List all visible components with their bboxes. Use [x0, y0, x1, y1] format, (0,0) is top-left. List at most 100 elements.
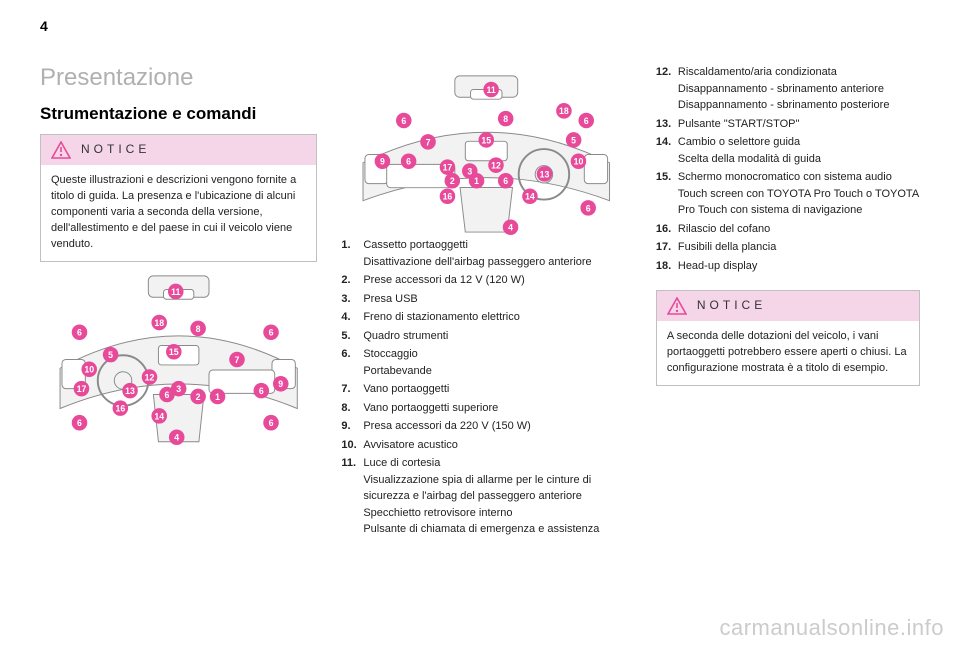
column-3: 12.Riscaldamento/aria condizionataDisapp…: [656, 64, 920, 540]
legend-text: Head-up display: [678, 258, 920, 275]
legend-text: Schermo monocromatico con sistema audioT…: [678, 169, 920, 219]
svg-text:15: 15: [482, 135, 492, 145]
section-subtitle: Strumentazione e comandi: [40, 104, 317, 124]
legend-text: Vano portaoggetti superiore: [363, 400, 632, 417]
svg-text:16: 16: [115, 403, 125, 413]
notice-header: NOTICE: [41, 135, 316, 165]
legend-item: 17.Fusibili della plancia: [656, 239, 920, 256]
legend-text: Presa accessori da 220 V (150 W): [363, 418, 632, 435]
legend-text: Vano portaoggetti: [363, 381, 632, 398]
svg-text:13: 13: [125, 386, 135, 396]
legend-list-a: 1.Cassetto portaoggettiDisattivazione de…: [341, 237, 632, 538]
section-title: Presentazione: [40, 64, 317, 92]
legend-number: 15.: [656, 169, 678, 219]
svg-text:6: 6: [402, 116, 407, 126]
column-2: 1168186715596173122161310161464 1.Casset…: [341, 64, 632, 540]
legend-number: 2.: [341, 272, 363, 289]
svg-text:16: 16: [443, 192, 453, 202]
columns: Presentazione Strumentazione e comandi N…: [40, 64, 920, 540]
legend-text: Fusibili della plancia: [678, 239, 920, 256]
legend-number: 3.: [341, 291, 363, 308]
legend-number: 4.: [341, 309, 363, 326]
notice-body: Queste illustrazioni e descrizioni vengo…: [41, 165, 316, 261]
legend-text: StoccaggioPortabevande: [363, 346, 632, 379]
legend-text: Cambio o selettore guidaScelta della mod…: [678, 134, 920, 167]
svg-text:5: 5: [108, 350, 113, 360]
svg-text:11: 11: [487, 85, 496, 95]
legend-item: 13.Pulsante "START/STOP": [656, 116, 920, 133]
notice-box-2: NOTICE A seconda delle dotazioni del vei…: [656, 290, 920, 386]
svg-text:6: 6: [269, 327, 274, 337]
legend-item: 4.Freno di stazionamento elettrico: [341, 309, 632, 326]
legend-item: 2.Prese accessori da 12 V (120 W): [341, 272, 632, 289]
legend-item: 8.Vano portaoggetti superiore: [341, 400, 632, 417]
svg-text:1: 1: [215, 392, 220, 402]
legend-number: 10.: [341, 437, 363, 454]
legend-number: 7.: [341, 381, 363, 398]
svg-text:4: 4: [508, 223, 513, 233]
warning-icon: [51, 141, 71, 159]
notice-body: A seconda delle dotazioni del veicolo, i…: [657, 321, 919, 385]
svg-text:17: 17: [443, 163, 453, 173]
svg-text:1: 1: [474, 176, 479, 186]
legend-item: 9.Presa accessori da 220 V (150 W): [341, 418, 632, 435]
svg-text:6: 6: [407, 157, 412, 167]
legend-item: 5.Quadro strumenti: [341, 328, 632, 345]
svg-text:6: 6: [584, 116, 589, 126]
svg-text:6: 6: [165, 390, 170, 400]
warning-icon: [667, 297, 687, 315]
svg-text:5: 5: [572, 135, 577, 145]
svg-text:6: 6: [504, 176, 509, 186]
dashboard-diagram-a: 11186865151071217133216691614664: [40, 272, 317, 447]
svg-text:10: 10: [574, 157, 584, 167]
svg-text:15: 15: [169, 347, 179, 357]
legend-number: 1.: [341, 237, 363, 270]
svg-text:14: 14: [154, 411, 164, 421]
legend-text: Quadro strumenti: [363, 328, 632, 345]
legend-text: Prese accessori da 12 V (120 W): [363, 272, 632, 289]
notice-header: NOTICE: [657, 291, 919, 321]
legend-text: Avvisatore acustico: [363, 437, 632, 454]
svg-text:11: 11: [171, 287, 180, 297]
legend-item: 16.Rilascio del cofano: [656, 221, 920, 238]
legend-item: 18.Head-up display: [656, 258, 920, 275]
legend-number: 6.: [341, 346, 363, 379]
svg-text:3: 3: [176, 384, 181, 394]
legend-item: 11.Luce di cortesiaVisualizzazione spia …: [341, 455, 632, 538]
legend-text: Presa USB: [363, 291, 632, 308]
legend-number: 12.: [656, 64, 678, 114]
svg-text:6: 6: [77, 418, 82, 428]
legend-number: 9.: [341, 418, 363, 435]
svg-text:2: 2: [450, 176, 455, 186]
svg-text:7: 7: [426, 137, 431, 147]
legend-text: Luce di cortesiaVisualizzazione spia di …: [363, 455, 632, 538]
svg-text:17: 17: [77, 384, 87, 394]
svg-text:9: 9: [278, 379, 283, 389]
legend-number: 8.: [341, 400, 363, 417]
column-1: Presentazione Strumentazione e comandi N…: [40, 64, 317, 540]
svg-text:7: 7: [235, 355, 240, 365]
svg-text:8: 8: [196, 323, 201, 333]
svg-text:13: 13: [540, 169, 550, 179]
svg-text:4: 4: [174, 432, 179, 442]
legend-item: 12.Riscaldamento/aria condizionataDisapp…: [656, 64, 920, 114]
legend-item: 10.Avvisatore acustico: [341, 437, 632, 454]
svg-text:10: 10: [84, 364, 94, 374]
page-number: 4: [40, 18, 48, 34]
svg-text:2: 2: [196, 392, 201, 402]
legend-text: Freno di stazionamento elettrico: [363, 309, 632, 326]
notice-label: NOTICE: [81, 141, 150, 158]
svg-text:6: 6: [259, 386, 264, 396]
svg-text:12: 12: [145, 372, 155, 382]
svg-text:6: 6: [269, 418, 274, 428]
svg-text:14: 14: [525, 192, 535, 202]
legend-item: 14.Cambio o selettore guidaScelta della …: [656, 134, 920, 167]
legend-number: 18.: [656, 258, 678, 275]
legend-number: 5.: [341, 328, 363, 345]
legend-item: 6.StoccaggioPortabevande: [341, 346, 632, 379]
legend-item: 1.Cassetto portaoggettiDisattivazione de…: [341, 237, 632, 270]
legend-item: 15.Schermo monocromatico con sistema aud…: [656, 169, 920, 219]
legend-text: Cassetto portaoggettiDisattivazione dell…: [363, 237, 632, 270]
notice-box-1: NOTICE Queste illustrazioni e descrizion…: [40, 134, 317, 262]
legend-text: Rilascio del cofano: [678, 221, 920, 238]
